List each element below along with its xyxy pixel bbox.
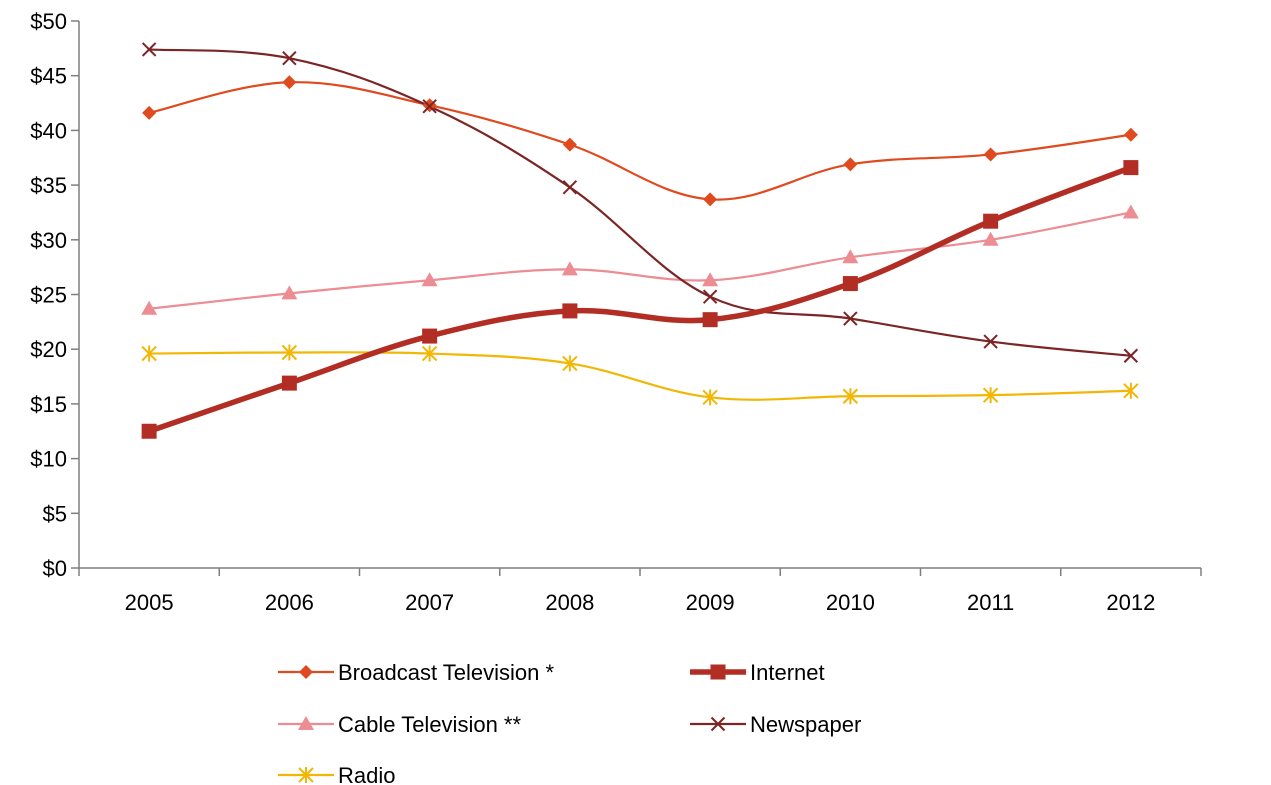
series-line <box>146 164 1134 434</box>
data-point <box>282 75 297 90</box>
data-point <box>142 105 157 120</box>
data-point <box>141 42 157 57</box>
data-point <box>1123 160 1139 176</box>
data-point <box>141 300 158 315</box>
y-tick-label: $20 <box>30 337 67 362</box>
x-tick-label: 2005 <box>125 590 174 615</box>
data-point <box>1122 204 1139 219</box>
legend-swatch-marker <box>710 664 726 680</box>
data-point <box>422 99 437 114</box>
axes: $0 $5 $10 $15 $20 $25 $30 $35 $40 $45 $50 2005 2006 2… <box>30 9 1202 615</box>
data-point <box>421 272 438 287</box>
data-point <box>561 261 578 276</box>
legend: Broadcast Television * Internet Cable Tele… <box>278 660 861 785</box>
y-tick-label: $45 <box>30 64 67 89</box>
legend-label: Newspaper <box>750 712 861 737</box>
x-tick-label: 2009 <box>686 590 735 615</box>
y-tick-label: $30 <box>30 228 67 253</box>
x-tick-label: 2012 <box>1106 590 1155 615</box>
y-tick-label: $15 <box>30 392 67 417</box>
data-point <box>281 344 298 361</box>
legend-item: Broadcast Television * <box>278 660 554 685</box>
y-tick-label: $0 <box>43 556 67 581</box>
x-tick-label: 2010 <box>826 590 875 615</box>
series-markers <box>141 42 1139 439</box>
data-point <box>562 303 578 319</box>
data-point <box>843 157 858 172</box>
data-point <box>843 311 858 326</box>
data-point <box>562 180 578 195</box>
legend-swatch-marker <box>710 716 726 732</box>
x-tick-label: 2006 <box>265 590 314 615</box>
y-tick-label: $10 <box>30 447 67 472</box>
data-point <box>982 231 999 246</box>
y-tick-label: $5 <box>43 501 67 526</box>
data-point <box>141 345 157 362</box>
data-point <box>421 345 438 362</box>
series-line <box>148 48 1132 357</box>
y-tick-label: $35 <box>30 173 67 198</box>
data-point <box>422 328 438 344</box>
y-tick-label: $50 <box>30 9 67 34</box>
data-point <box>842 276 858 292</box>
y-tick-label: $40 <box>30 118 67 143</box>
legend-item: Cable Television ** <box>278 712 521 737</box>
data-point <box>982 387 999 404</box>
data-point <box>1123 127 1138 142</box>
x-tick-label: 2007 <box>405 590 454 615</box>
legend-label: Radio <box>338 763 395 785</box>
data-point <box>983 213 999 229</box>
data-point <box>281 375 297 391</box>
data-point <box>703 192 718 207</box>
legend-swatch-marker <box>298 767 314 783</box>
data-point <box>281 285 298 300</box>
legend-swatch-marker <box>299 665 313 679</box>
data-point <box>562 137 577 152</box>
legend-swatch-marker <box>298 716 314 730</box>
data-point <box>842 249 859 264</box>
data-point <box>562 355 578 372</box>
legend-label: Internet <box>750 660 825 685</box>
legend-item: Newspaper <box>690 712 861 737</box>
series-line <box>148 351 1132 401</box>
legend-label: Cable Television ** <box>338 712 521 737</box>
data-point <box>702 389 718 406</box>
data-point <box>1123 348 1139 363</box>
data-point <box>702 289 718 304</box>
x-tick-label: 2008 <box>545 590 594 615</box>
series-line <box>148 81 1132 201</box>
data-point <box>842 388 859 405</box>
y-tick-label: $25 <box>30 283 67 308</box>
legend-item: Internet <box>690 660 825 685</box>
x-tick-label: 2011 <box>967 590 1014 615</box>
legend-label: Broadcast Television * <box>338 660 554 685</box>
data-point <box>702 272 719 287</box>
series-lines <box>146 48 1134 434</box>
data-point <box>1123 382 1139 399</box>
data-point <box>983 147 998 162</box>
data-point <box>141 423 157 439</box>
legend-item: Radio <box>278 763 395 785</box>
data-point <box>702 312 718 328</box>
data-point <box>983 334 998 349</box>
data-point <box>282 50 297 66</box>
series-line <box>148 211 1132 310</box>
